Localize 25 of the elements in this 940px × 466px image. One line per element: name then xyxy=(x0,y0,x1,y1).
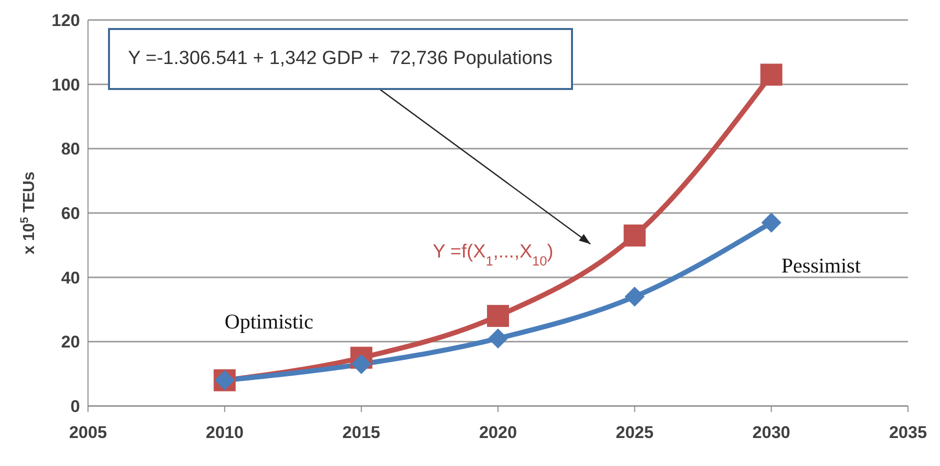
y-tick-label: 80 xyxy=(61,140,80,159)
x-tick-label: 2015 xyxy=(342,423,380,442)
point xyxy=(624,224,646,247)
y-tick-label: 60 xyxy=(61,204,80,224)
x-tick-label: 2020 xyxy=(479,423,517,442)
x-tick-label: 2035 xyxy=(889,423,927,442)
x-tick-label: 2030 xyxy=(752,423,790,442)
point xyxy=(624,286,645,307)
y-tick-label: 40 xyxy=(61,268,80,288)
annotation: Y =-1.306.541 + 1,342 GDP + 72,736 Populations xyxy=(128,48,552,70)
point xyxy=(760,64,782,86)
point xyxy=(761,212,782,233)
point xyxy=(351,354,372,374)
point xyxy=(488,328,508,348)
annotation: Y =f(X$_{1}$,...,X$_{10}$) xyxy=(432,242,554,268)
y-tick-label: 100 xyxy=(52,75,80,94)
series-label: Pessimist xyxy=(781,254,861,278)
x-tick-label: 2010 xyxy=(206,423,244,442)
y-tick-label: 20 xyxy=(61,332,80,352)
series-label: Optimistic xyxy=(224,309,314,334)
point xyxy=(487,304,509,327)
x-tick-label: 2025 xyxy=(616,423,654,442)
x-tick-label: 2005 xyxy=(69,423,107,442)
y-tick-label: 0 xyxy=(70,397,80,416)
y-tick-label: 120 xyxy=(52,11,80,30)
